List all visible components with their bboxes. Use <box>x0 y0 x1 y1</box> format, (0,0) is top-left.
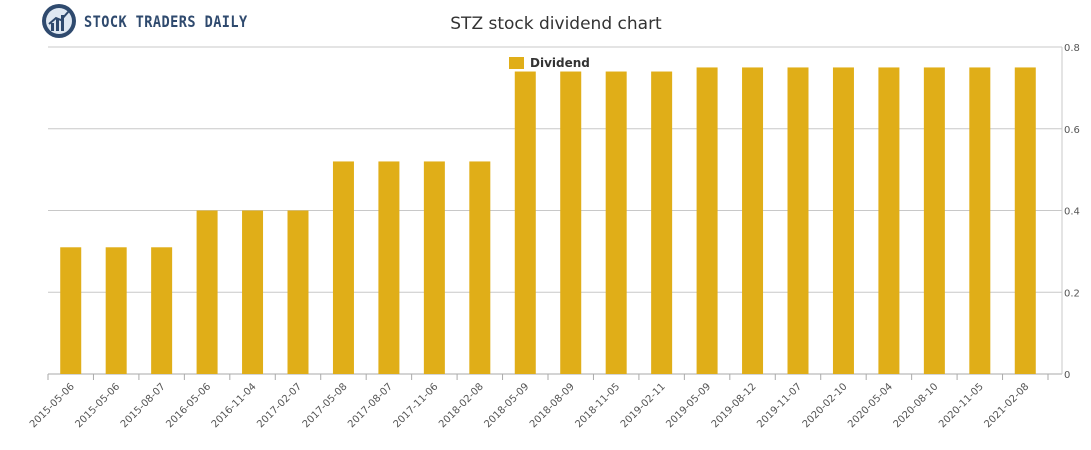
legend-label: Dividend <box>530 56 590 70</box>
brand-name: STOCK TRADERS DAILY <box>84 11 248 31</box>
bar <box>105 247 127 374</box>
bar <box>787 67 809 374</box>
y-tick-label: 0.8 <box>1064 43 1080 54</box>
x-tick-label: 2017-08-07 <box>346 381 395 430</box>
x-tick-label: 2019-02-11 <box>619 381 668 430</box>
x-tick-label: 2017-05-08 <box>301 381 350 430</box>
y-tick-label: 0.6 <box>1064 125 1080 136</box>
chart-title: STZ stock dividend chart <box>450 14 662 34</box>
x-tick-label: 2017-02-07 <box>255 381 304 430</box>
x-tick-label: 2016-05-06 <box>164 381 213 430</box>
bar <box>378 161 400 374</box>
bar <box>514 71 536 375</box>
bar <box>969 67 991 374</box>
x-axis: 2015-05-062015-05-062015-08-072016-05-06… <box>28 374 1049 430</box>
x-tick-label: 2019-05-09 <box>664 381 713 430</box>
globe-chart-icon <box>42 4 76 38</box>
x-tick-label: 2018-08-09 <box>528 381 577 430</box>
x-tick-label: 2021-02-08 <box>983 381 1032 430</box>
bar <box>1014 67 1036 374</box>
x-tick-label: 2020-02-10 <box>801 381 850 430</box>
bar <box>651 71 673 375</box>
bar <box>832 67 854 374</box>
y-axis: 0 0.2 0.4 0.6 0.8 <box>1061 43 1080 381</box>
bar <box>923 67 945 374</box>
x-tick-label: 2015-05-06 <box>28 381 77 430</box>
x-tick-label: 2020-05-04 <box>846 381 895 430</box>
y-tick-label: 0 <box>1064 370 1070 381</box>
x-tick-label: 2020-08-10 <box>892 381 941 430</box>
x-tick-label: 2015-05-06 <box>73 381 122 430</box>
x-tick-label: 2017-11-06 <box>392 381 441 430</box>
legend-swatch <box>509 57 524 69</box>
x-tick-label: 2018-11-05 <box>573 381 622 430</box>
bar <box>469 161 491 374</box>
x-tick-label: 2018-05-09 <box>483 381 532 430</box>
bar <box>605 71 627 375</box>
x-tick-label: 2020-11-05 <box>937 381 986 430</box>
bar <box>242 210 264 374</box>
bar <box>287 210 309 374</box>
bars <box>60 67 1036 375</box>
bar <box>560 71 582 375</box>
x-tick-label: 2016-11-04 <box>210 381 259 430</box>
x-tick-label: 2018-02-08 <box>437 381 486 430</box>
bar <box>423 161 445 374</box>
x-tick-label: 2019-08-12 <box>710 381 759 430</box>
x-tick-label: 2015-08-07 <box>119 381 168 430</box>
bar <box>878 67 900 374</box>
y-tick-label: 0.2 <box>1064 288 1080 299</box>
bar <box>332 161 354 374</box>
brand-logo: STOCK TRADERS DAILY <box>40 2 277 40</box>
y-tick-label: 0.4 <box>1064 207 1080 218</box>
legend: Dividend <box>509 56 590 70</box>
bar <box>151 247 173 374</box>
x-tick-label: 2019-11-07 <box>755 381 804 430</box>
bar <box>196 210 218 374</box>
bar <box>60 247 82 374</box>
bar <box>696 67 718 374</box>
bar <box>742 67 764 374</box>
